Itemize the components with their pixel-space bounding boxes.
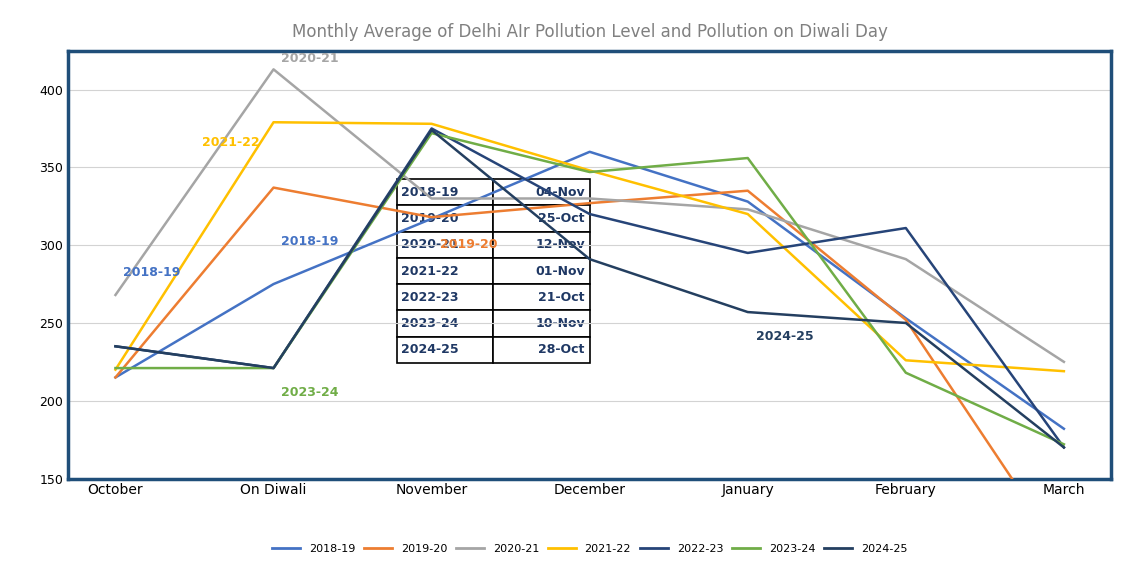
Text: 2021-22: 2021-22 <box>202 136 260 149</box>
Text: 2019-20: 2019-20 <box>440 238 497 251</box>
Legend: 2018-19, 2019-20, 2020-21, 2021-22, 2022-23, 2023-24, 2024-25: 2018-19, 2019-20, 2020-21, 2021-22, 2022… <box>268 540 912 558</box>
Text: 2023-24: 2023-24 <box>281 386 339 399</box>
Text: 2020-21: 2020-21 <box>281 52 339 65</box>
Text: 2018-19: 2018-19 <box>281 235 339 248</box>
Text: 2024-25: 2024-25 <box>755 330 813 343</box>
Text: 2018-19: 2018-19 <box>124 266 180 279</box>
Title: Monthly Average of Delhi AIr Pollution Level and Pollution on Diwali Day: Monthly Average of Delhi AIr Pollution L… <box>291 23 888 41</box>
